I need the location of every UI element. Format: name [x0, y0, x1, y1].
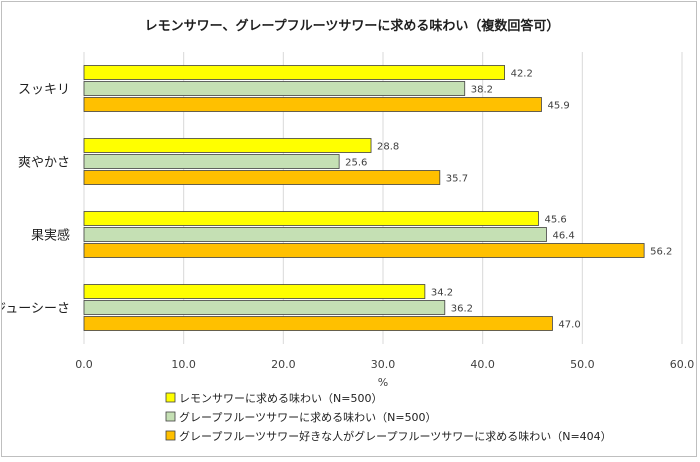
- data-label: 47.0: [558, 320, 580, 331]
- category-label: スッキリ: [18, 83, 70, 98]
- bar: [83, 97, 542, 112]
- x-tick-label: 40.0: [470, 358, 495, 371]
- category-label: ジューシーさ: [2, 302, 70, 317]
- bar: [83, 227, 547, 242]
- bars: [83, 65, 645, 331]
- bar: [83, 284, 426, 299]
- chart-title: レモンサワー、グレープフルーツサワーに求める味わい（複数回答可）: [145, 18, 560, 34]
- data-label: 45.6: [544, 215, 566, 226]
- legend-label: レモンサワーに求める味わい（N=500）: [179, 392, 382, 405]
- bar: [83, 154, 340, 169]
- category-label: 果実感: [31, 228, 70, 244]
- category-label: 爽やかさ: [18, 156, 70, 171]
- bar: [83, 138, 372, 153]
- data-labels: 42.2 38.2 45.9 28.8 25.6 35.7 45.6 46.4 56.2 34.2…: [345, 69, 672, 331]
- category-labels: スッキリ爽やかさ果実感ジューシーさ: [0, 83, 70, 317]
- bar: [83, 316, 553, 331]
- x-tick-labels: 0.0 10.0 20.0 30.0 40.0 50.0 60.0: [75, 358, 694, 371]
- x-axis-label: %: [378, 376, 388, 389]
- bar: [83, 170, 441, 185]
- legend-swatch: [165, 430, 176, 441]
- bar: [83, 81, 466, 96]
- bar: [83, 300, 446, 315]
- x-tick-label: 60.0: [670, 358, 695, 371]
- legend-swatch: [165, 392, 176, 403]
- data-label: 35.7: [446, 174, 468, 185]
- data-label: 34.2: [431, 288, 453, 299]
- data-label: 38.2: [471, 85, 493, 96]
- x-tick-label: 20.0: [271, 358, 296, 371]
- legend-label: グレープフルーツサワーに求める味わい（N=500）: [179, 410, 437, 424]
- data-label: 25.6: [345, 158, 367, 169]
- data-label: 56.2: [650, 247, 672, 258]
- x-tick-label: 0.0: [75, 358, 93, 371]
- x-tick-label: 30.0: [371, 358, 396, 371]
- bar: [83, 243, 645, 258]
- data-label: 28.8: [377, 142, 399, 153]
- bar: [83, 211, 539, 226]
- data-label: 42.2: [511, 69, 533, 80]
- legend: レモンサワーに求める味わい（N=500） グレープフルーツサワーに求める味わい（N…: [165, 392, 612, 443]
- x-tick-label: 10.0: [171, 358, 196, 371]
- data-label: 36.2: [451, 304, 473, 315]
- data-label: 45.9: [547, 101, 569, 112]
- data-label: 46.4: [552, 231, 574, 242]
- legend-swatch: [165, 411, 176, 422]
- bar: [83, 65, 505, 80]
- x-tick-label: 50.0: [570, 358, 595, 371]
- legend-label: グレープフルーツサワー好きな人がグレープフルーツサワーに求める味わい（N=404…: [179, 429, 612, 443]
